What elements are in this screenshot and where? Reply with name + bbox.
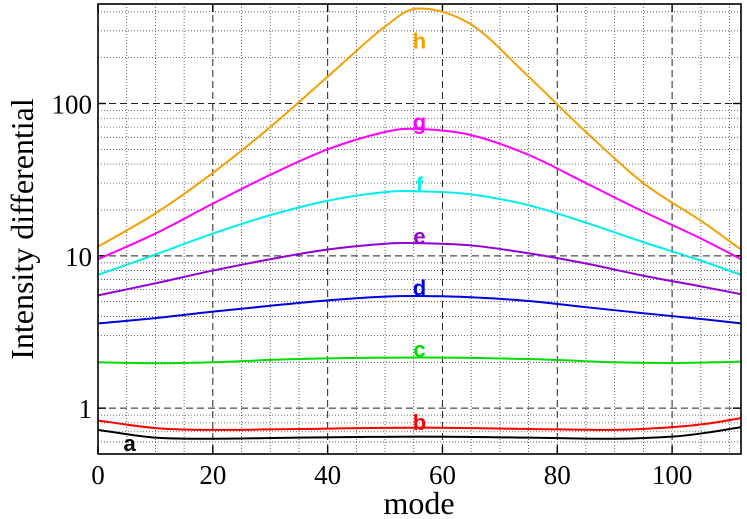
series-line-g — [97, 127, 742, 261]
y-tick-label: 1 — [79, 394, 93, 424]
series-label-f: f — [416, 172, 424, 197]
y-tick-label: 10 — [65, 242, 92, 272]
x-tick-label: 0 — [91, 460, 105, 490]
series-line-e — [97, 241, 742, 297]
series-layer — [97, 7, 742, 440]
x-tick-label: 40 — [314, 460, 341, 490]
series-line-a — [97, 426, 742, 440]
x-tick-label: 80 — [544, 460, 571, 490]
minor-grid — [98, 4, 741, 454]
x-tick-label: 20 — [199, 460, 226, 490]
series-line-d — [97, 294, 742, 325]
series-label-layer: a b c d e f g h — [123, 28, 426, 456]
series-label-e: e — [413, 224, 425, 249]
x-tick-labels: 0 20 40 60 80 100 — [91, 460, 692, 490]
series-label-d: d — [413, 275, 426, 300]
plot-frame — [97, 3, 742, 455]
x-tick-label: 60 — [429, 460, 456, 490]
major-grid — [98, 4, 741, 454]
y-axis-title: Intensity differential — [4, 98, 40, 360]
y-tick-label: 100 — [52, 89, 93, 119]
x-tick-label: 100 — [652, 460, 693, 490]
series-line-h — [97, 7, 742, 251]
series-label-b: b — [413, 410, 426, 435]
series-label-c: c — [413, 337, 425, 362]
series-label-g: g — [413, 110, 426, 135]
series-line-c — [97, 356, 742, 365]
x-axis-title: mode — [383, 485, 454, 519]
series-line-b — [97, 417, 742, 431]
series-label-a: a — [123, 431, 136, 456]
y-tick-labels: 1 10 100 — [52, 89, 93, 424]
series-label-h: h — [413, 28, 426, 53]
series-line-f — [97, 189, 742, 276]
